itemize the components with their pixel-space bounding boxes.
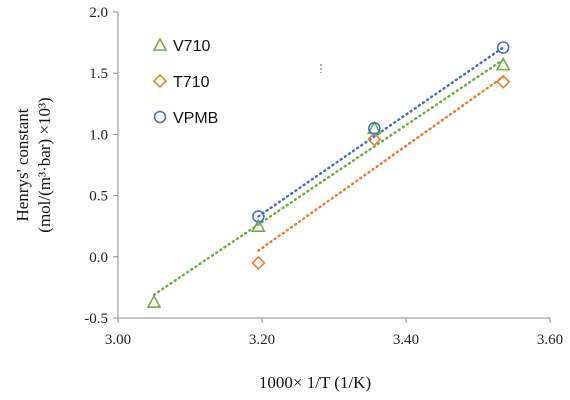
y-tick-label: 1.5 xyxy=(89,66,108,82)
x-tick-label: 3.60 xyxy=(537,332,563,348)
legend-marker-vpmb xyxy=(153,110,167,124)
y-tick-label: 2.0 xyxy=(89,5,108,21)
y-tick-label: 1.0 xyxy=(89,127,108,143)
data-point-t710 xyxy=(367,132,382,147)
plot-area xyxy=(117,12,550,319)
x-tick-label: 3.20 xyxy=(249,332,275,348)
y-axis-title-line1: Henrys' constant xyxy=(13,108,32,221)
data-point-v710 xyxy=(495,56,511,71)
data-point-vpmb xyxy=(368,121,381,135)
data-point-vpmb xyxy=(252,210,265,223)
data-point-v710 xyxy=(251,218,266,232)
trendline-v710 xyxy=(152,58,505,296)
trendline-t710 xyxy=(257,75,505,252)
legend-label-v710: V710 xyxy=(173,38,210,55)
y-tick-label: 0.5 xyxy=(89,189,108,205)
legend-label-vpmb: VPMB xyxy=(173,110,218,127)
trendline-vpmb xyxy=(257,46,505,218)
x-tick-label: 3.00 xyxy=(105,332,131,348)
y-tick-label: -0.5 xyxy=(84,311,108,327)
data-point-vpmb xyxy=(496,41,510,54)
y-tick-label: 0.0 xyxy=(89,250,108,266)
y-axis-title-line2: (mol/(m³·bar) ×10³) xyxy=(35,97,54,232)
x-axis-title: 1000× 1/T (1/K) xyxy=(259,373,371,392)
data-point-t710 xyxy=(251,255,266,271)
data-point-t710 xyxy=(496,74,511,89)
legend-marker-v710 xyxy=(152,37,168,51)
x-tick-label: 3.40 xyxy=(393,332,419,348)
legend-label-t710: T710 xyxy=(173,74,210,91)
data-point-v710 xyxy=(146,294,162,308)
legend-marker-t710 xyxy=(152,73,168,89)
